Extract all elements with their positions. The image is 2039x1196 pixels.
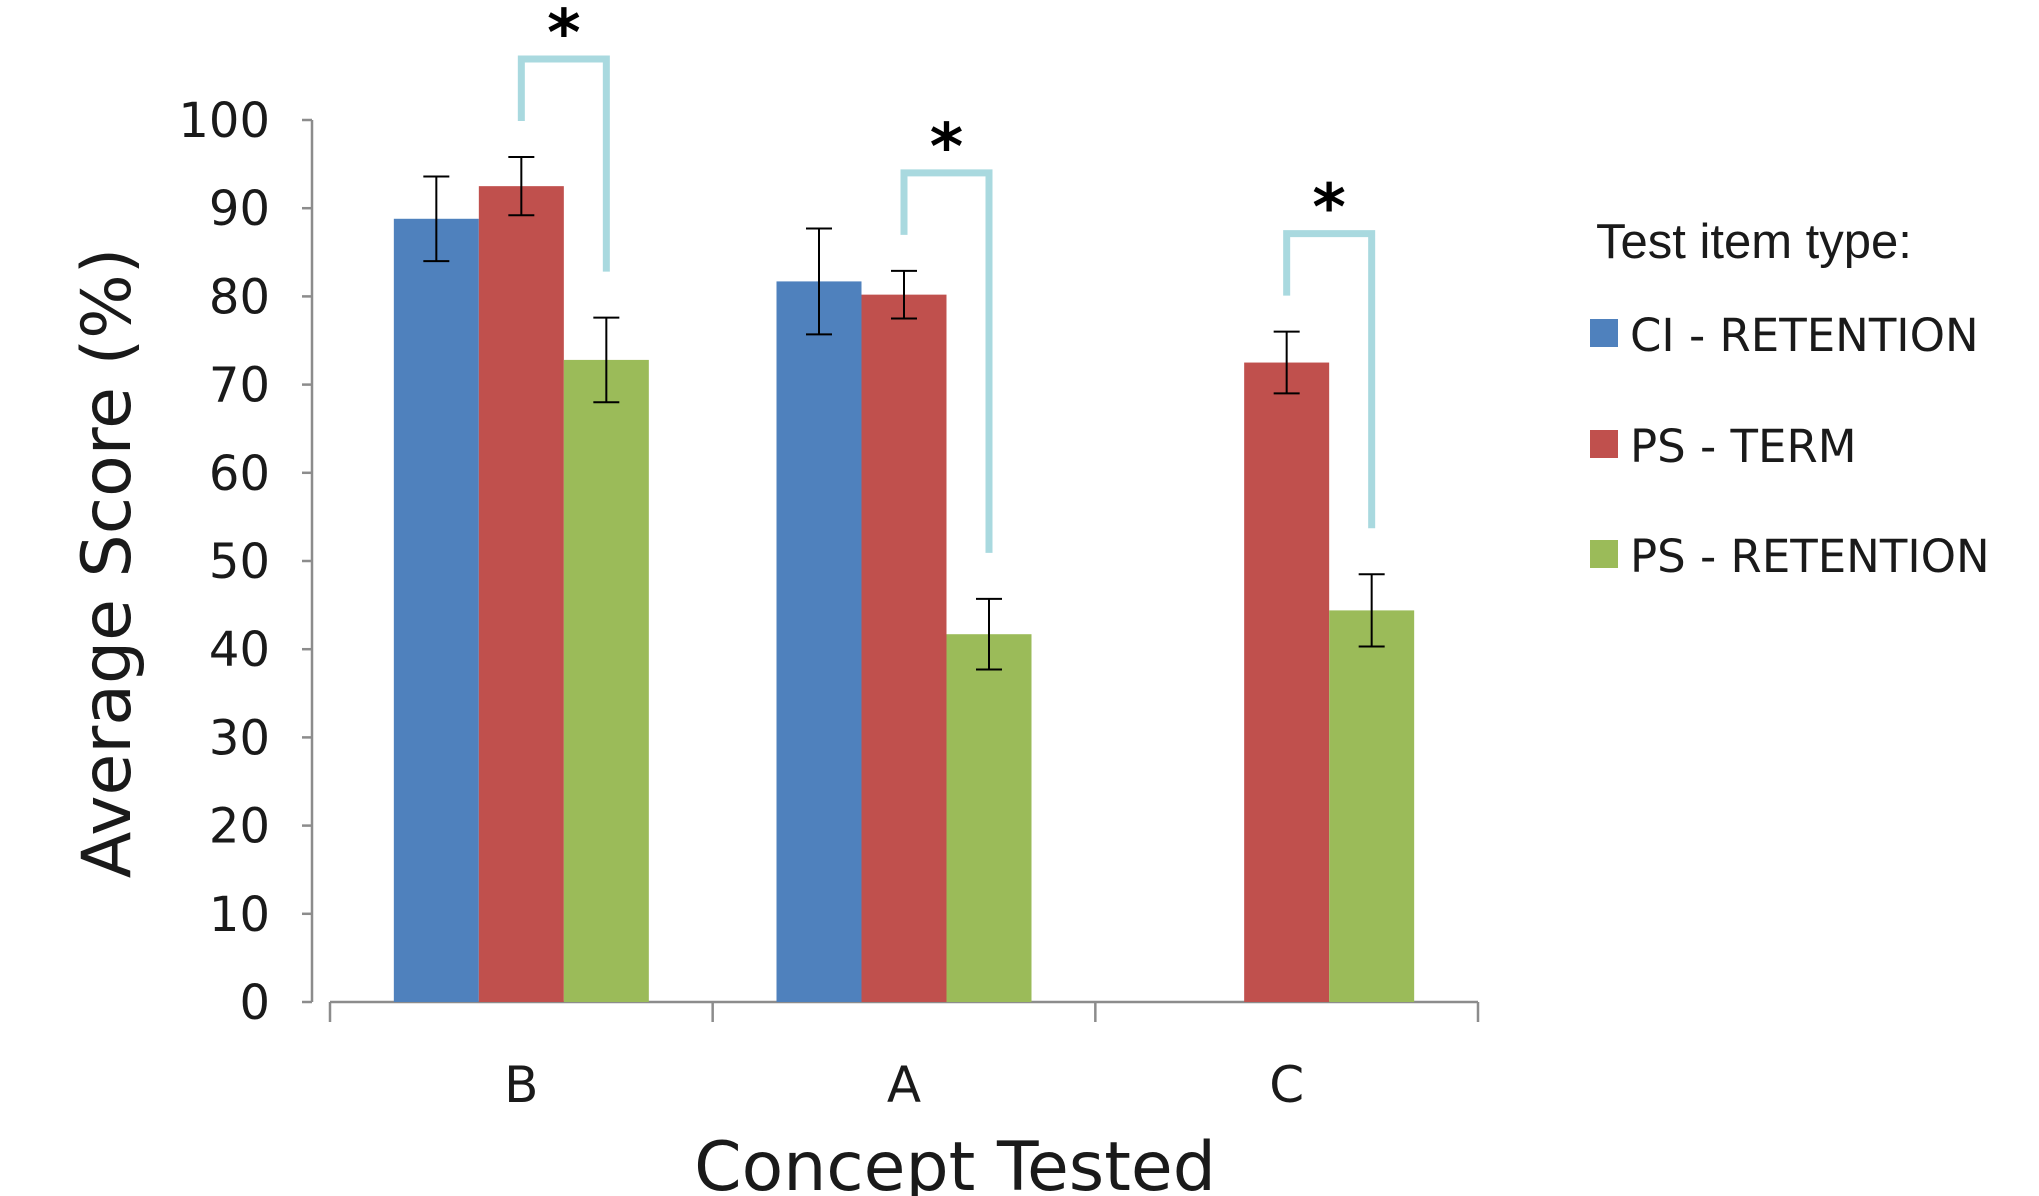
y-tick-label: 90 [209,181,270,237]
y-tick-label: 60 [209,446,270,502]
y-tick-label: 20 [209,799,270,855]
y-tick-label: 50 [209,534,270,590]
legend-swatch [1590,319,1618,347]
significance-asterisk: * [547,0,580,71]
y-tick-label: 70 [209,358,270,414]
y-tick-label: 30 [209,710,270,766]
significance-brackets [517,55,1376,553]
legend-title: Test item type: [1596,215,1912,269]
bar [946,634,1032,1002]
chart-labels: 0 10 20 30 40 50 60 70 80 90 100 * * * B A C Concept Test… [68,0,1346,1196]
y-tick-label: 40 [209,622,270,678]
chart-error-bars [423,156,1385,671]
x-tick-label: B [504,1056,538,1114]
bar [393,218,479,1002]
legend-swatch [1590,430,1618,458]
x-tick-label: A [887,1056,921,1114]
legend-swatch [1590,540,1618,568]
legend-label: CI - RETENTION [1630,309,1979,362]
significance-asterisk: * [1312,172,1345,246]
bar [478,186,564,1002]
y-axis-title: Average Score (%) [68,248,147,879]
legend-label: PS - TERM [1630,420,1857,473]
bar [1329,610,1415,1002]
bar [861,294,947,1002]
chart-legend: Test item type: CI - RETENTION PS - TERM PS… [1590,215,1990,583]
bar [1244,362,1330,1002]
y-tick-label: 0 [239,975,270,1031]
x-axis-title: Concept Tested [694,1128,1216,1196]
significance-bracket [1283,230,1376,529]
legend-label: PS - RETENTION [1630,530,1990,583]
y-tick-label: 100 [178,93,270,149]
significance-asterisk: * [930,111,963,185]
bar [776,281,862,1002]
y-tick-label: 80 [209,269,270,325]
significance-bracket [517,55,610,272]
significance-bracket [900,169,993,553]
bar [563,359,649,1002]
y-tick-label: 10 [209,887,270,943]
chart-bars [393,186,1415,1002]
x-tick-label: C [1269,1056,1304,1114]
